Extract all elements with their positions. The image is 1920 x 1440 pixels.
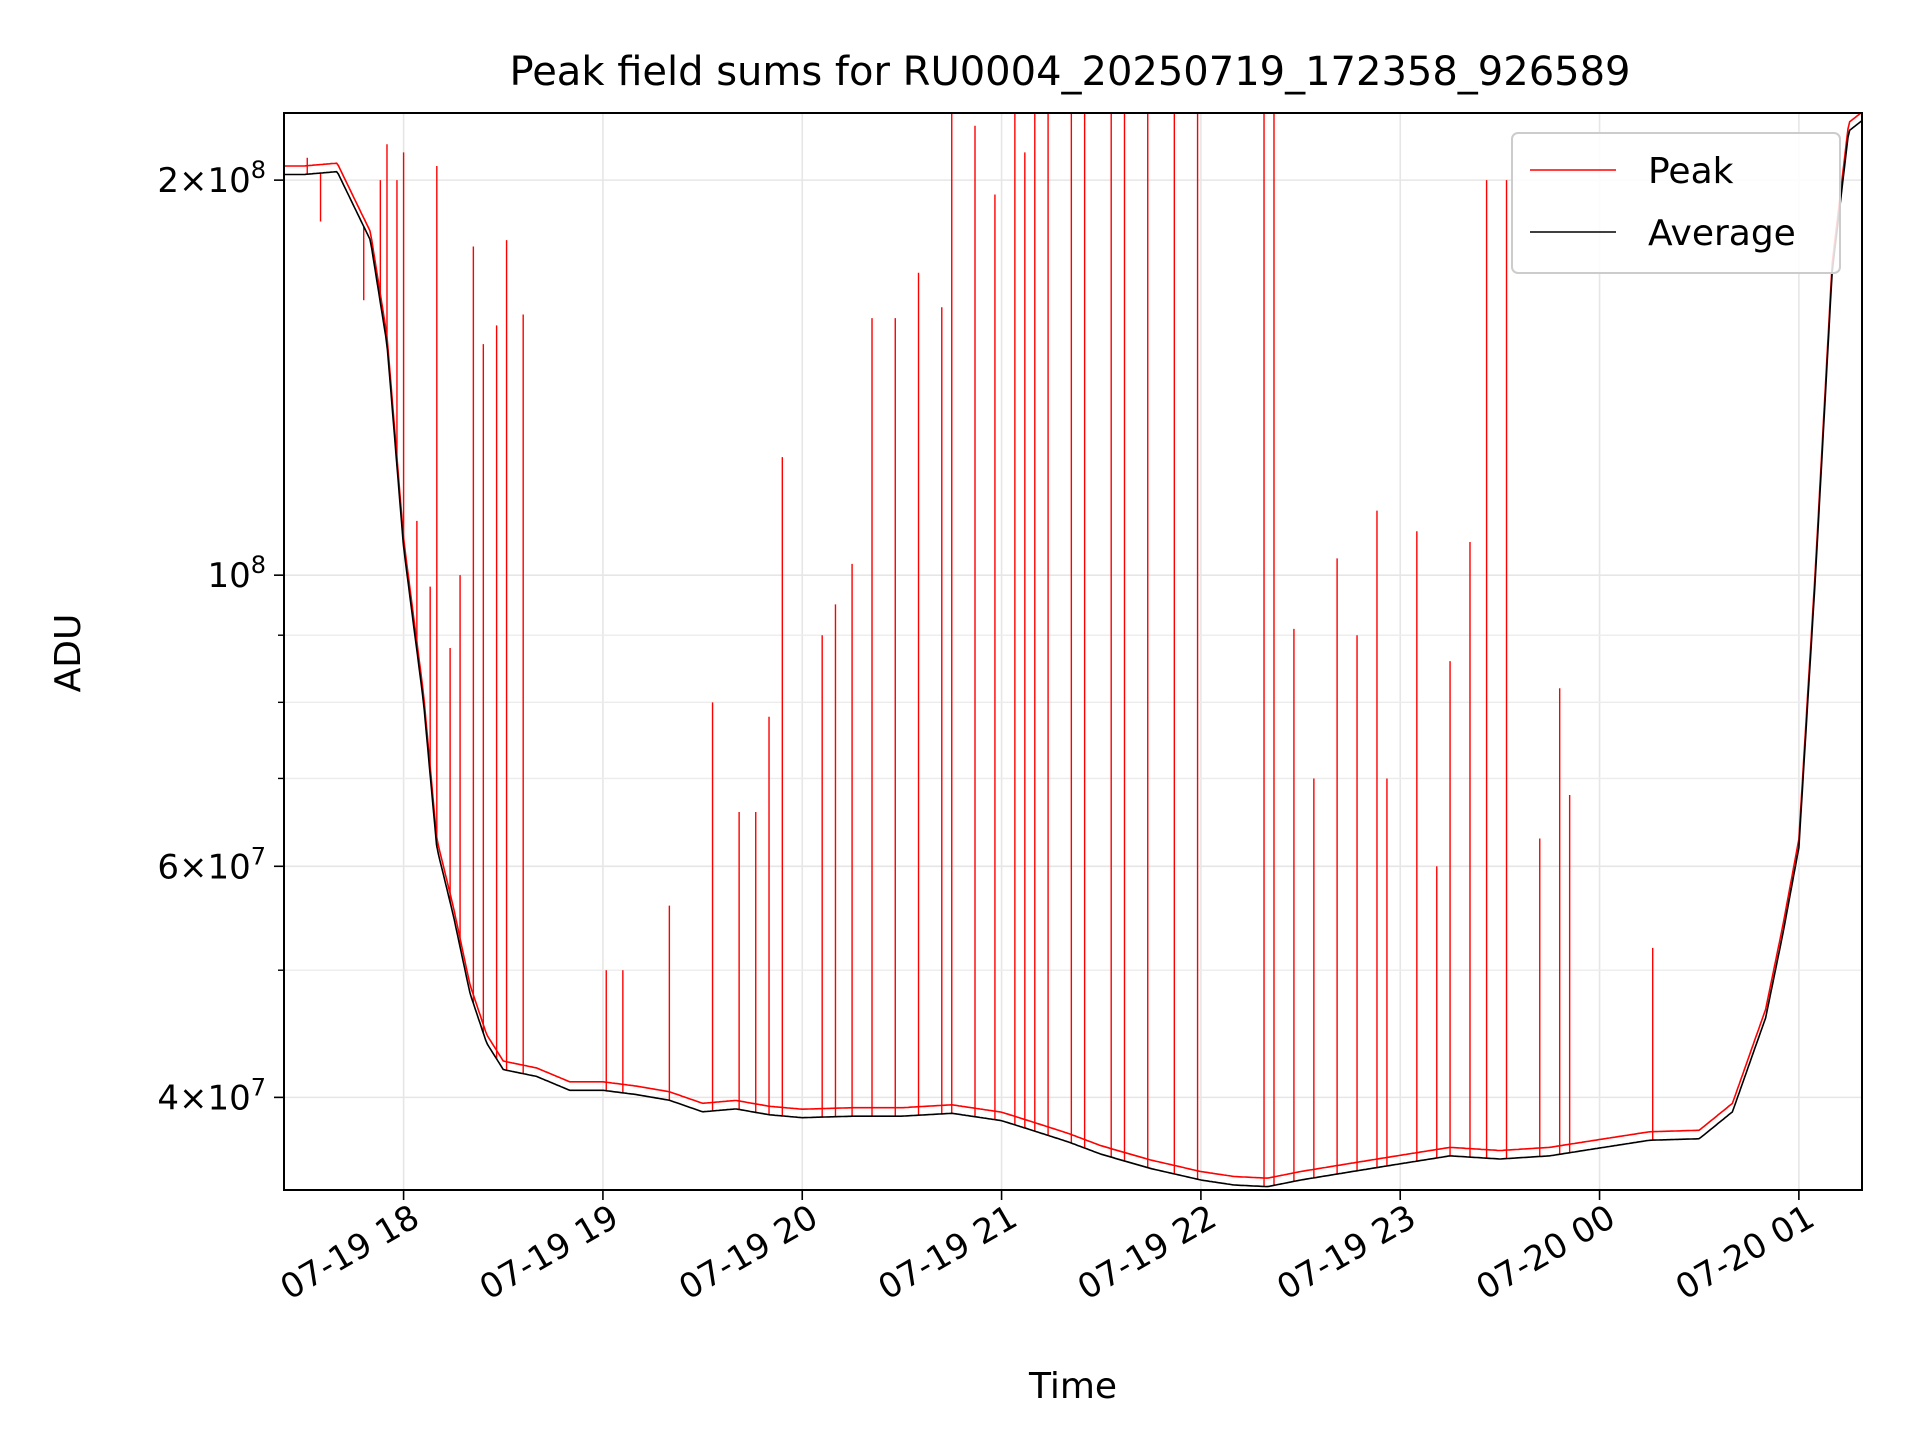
average-series-line	[284, 120, 1863, 1188]
peak-series-line	[284, 112, 1863, 1179]
legend-box	[1511, 132, 1841, 274]
y-axis-label: ADU	[48, 614, 89, 693]
legend-peak-label: Peak	[1648, 151, 1734, 192]
y-tick-label: 2×108	[157, 156, 266, 201]
x-axis-label: Time	[1028, 1366, 1117, 1407]
series-area	[284, 112, 1863, 1188]
legend: Peak Average	[1511, 132, 1841, 274]
chart-title: Peak field sums for RU0004_20250719_1723…	[510, 49, 1631, 95]
y-tick-label: 6×107	[157, 842, 266, 887]
legend-average-label: Average	[1648, 213, 1796, 254]
grid	[284, 113, 1862, 1190]
plot-frame	[283, 112, 1863, 1191]
y-tick-label: 4×107	[157, 1073, 266, 1118]
